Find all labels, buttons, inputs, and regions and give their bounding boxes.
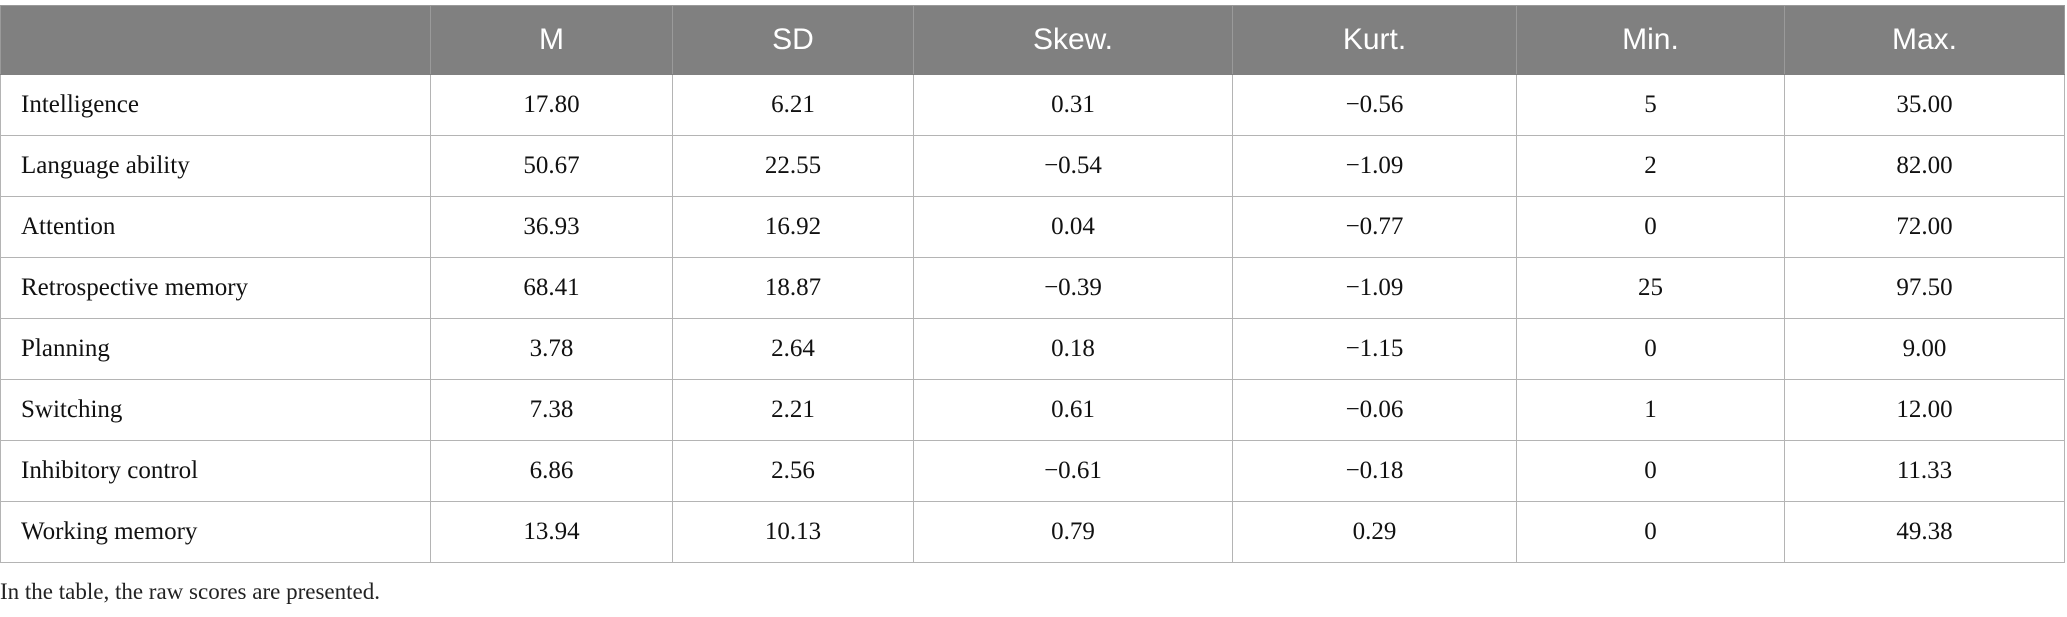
cell-max: 49.38: [1784, 501, 2065, 563]
row-label: Switching: [0, 379, 431, 441]
cell-max: 97.50: [1784, 257, 2065, 319]
cell-sd: 2.64: [672, 318, 914, 380]
cell-skew: 0.18: [913, 318, 1233, 380]
table-container: M SD Skew. Kurt. Min. Max. Intelligence …: [0, 5, 2067, 563]
cell-kurt: −1.15: [1232, 318, 1517, 380]
column-header-skew: Skew.: [913, 5, 1233, 75]
cell-sd: 10.13: [672, 501, 914, 563]
cell-mean: 17.80: [430, 74, 673, 136]
cell-mean: 6.86: [430, 440, 673, 502]
cell-mean: 13.94: [430, 501, 673, 563]
cell-sd: 16.92: [672, 196, 914, 258]
cell-kurt: −1.09: [1232, 135, 1517, 197]
cell-min: 0: [1516, 196, 1785, 258]
column-header-min: Min.: [1516, 5, 1785, 75]
column-header-mean: M: [430, 5, 673, 75]
table-row: Retrospective memory 68.41 18.87 −0.39 −…: [0, 257, 2065, 319]
cell-min: 0: [1516, 440, 1785, 502]
table-row: Attention 36.93 16.92 0.04 −0.77 0 72.00: [0, 196, 2065, 258]
cell-min: 25: [1516, 257, 1785, 319]
cell-skew: 0.04: [913, 196, 1233, 258]
cell-skew: 0.61: [913, 379, 1233, 441]
cell-sd: 18.87: [672, 257, 914, 319]
cell-min: 0: [1516, 318, 1785, 380]
table-row: Language ability 50.67 22.55 −0.54 −1.09…: [0, 135, 2065, 197]
table-footnote: In the table, the raw scores are present…: [0, 579, 380, 604]
table-row: Planning 3.78 2.64 0.18 −1.15 0 9.00: [0, 318, 2065, 380]
cell-mean: 68.41: [430, 257, 673, 319]
cell-kurt: −0.77: [1232, 196, 1517, 258]
cell-sd: 6.21: [672, 74, 914, 136]
cell-max: 11.33: [1784, 440, 2065, 502]
column-header-variable: [0, 5, 431, 75]
cell-min: 5: [1516, 74, 1785, 136]
row-label: Retrospective memory: [0, 257, 431, 319]
cell-min: 0: [1516, 501, 1785, 563]
column-header-kurt: Kurt.: [1232, 5, 1517, 75]
row-label: Working memory: [0, 501, 431, 563]
cell-skew: −0.61: [913, 440, 1233, 502]
header-row: M SD Skew. Kurt. Min. Max.: [0, 5, 2065, 75]
cell-sd: 2.56: [672, 440, 914, 502]
cell-skew: −0.39: [913, 257, 1233, 319]
cell-kurt: −1.09: [1232, 257, 1517, 319]
cell-skew: 0.31: [913, 74, 1233, 136]
table-row: Switching 7.38 2.21 0.61 −0.06 1 12.00: [0, 379, 2065, 441]
column-header-sd: SD: [672, 5, 914, 75]
cell-kurt: −0.06: [1232, 379, 1517, 441]
cell-min: 2: [1516, 135, 1785, 197]
table-row: Intelligence 17.80 6.21 0.31 −0.56 5 35.…: [0, 74, 2065, 136]
cell-skew: 0.79: [913, 501, 1233, 563]
row-label: Attention: [0, 196, 431, 258]
cell-sd: 22.55: [672, 135, 914, 197]
row-label: Planning: [0, 318, 431, 380]
cell-kurt: −0.56: [1232, 74, 1517, 136]
descriptive-statistics-table: M SD Skew. Kurt. Min. Max. Intelligence …: [0, 5, 2065, 563]
cell-skew: −0.54: [913, 135, 1233, 197]
cell-min: 1: [1516, 379, 1785, 441]
cell-max: 82.00: [1784, 135, 2065, 197]
cell-kurt: 0.29: [1232, 501, 1517, 563]
table-row: Working memory 13.94 10.13 0.79 0.29 0 4…: [0, 501, 2065, 563]
table-row: Inhibitory control 6.86 2.56 −0.61 −0.18…: [0, 440, 2065, 502]
row-label: Intelligence: [0, 74, 431, 136]
row-label: Inhibitory control: [0, 440, 431, 502]
column-header-max: Max.: [1784, 5, 2065, 75]
cell-max: 35.00: [1784, 74, 2065, 136]
cell-max: 9.00: [1784, 318, 2065, 380]
cell-mean: 36.93: [430, 196, 673, 258]
cell-max: 72.00: [1784, 196, 2065, 258]
row-label: Language ability: [0, 135, 431, 197]
cell-mean: 7.38: [430, 379, 673, 441]
cell-mean: 50.67: [430, 135, 673, 197]
cell-max: 12.00: [1784, 379, 2065, 441]
cell-sd: 2.21: [672, 379, 914, 441]
cell-kurt: −0.18: [1232, 440, 1517, 502]
cell-mean: 3.78: [430, 318, 673, 380]
